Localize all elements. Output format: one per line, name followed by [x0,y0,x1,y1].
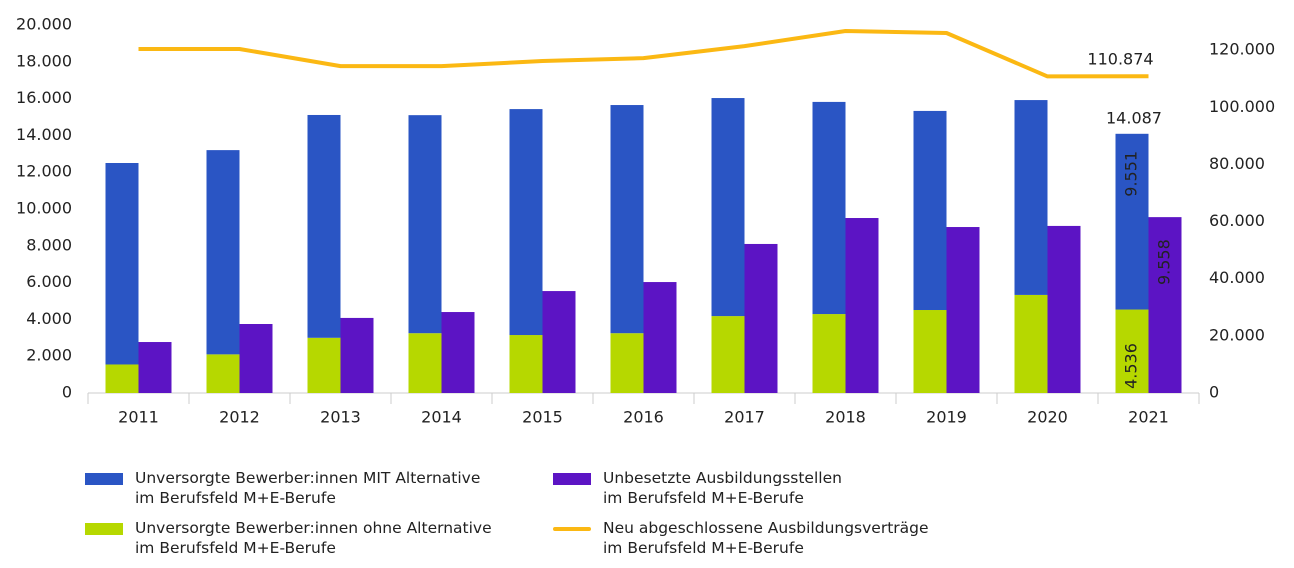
x-tick-label: 2015 [522,408,563,427]
y2-tick-label: 80.000 [1209,154,1265,173]
bar [307,337,341,393]
bar [239,324,273,393]
bar [1014,100,1048,295]
bar [845,218,879,393]
bar [1148,217,1182,393]
bar [744,243,778,393]
annotation: 14.087 [1106,108,1162,127]
bar [1115,309,1149,393]
value-label: 110.874 [1087,50,1153,69]
legend-label: Unversorgte Bewerber:innen MIT Alternati… [135,469,481,507]
y2-tick-label: 60.000 [1209,211,1265,230]
y-tick-label: 6.000 [26,272,72,291]
y-tick-label: 18.000 [16,51,72,70]
legend-label: Neu abgeschlossene Ausbildungsverträge i… [603,519,929,557]
bar [643,282,677,393]
bar [913,310,947,393]
legend-item: Neu abgeschlossene Ausbildungsverträge i… [553,518,953,558]
y-tick-label: 14.000 [16,125,72,144]
bar [1047,225,1081,393]
bar [441,312,475,393]
x-tick-label: 2019 [926,408,967,427]
bar [408,333,442,393]
x-tick-label: 2020 [1027,408,1068,427]
y2-tick-label: 40.000 [1209,268,1265,287]
bar [946,227,980,393]
value-label: 9.551 [1122,151,1141,197]
bar [105,163,139,365]
y-tick-label: 16.000 [16,88,72,107]
value-label: 4.536 [1122,343,1141,389]
x-tick-label: 2016 [623,408,664,427]
value-label: 9.558 [1155,239,1174,285]
legend-label: Unversorgte Bewerber:innen ohne Alternat… [135,519,492,557]
bar [307,114,341,338]
legend-swatch [85,473,123,485]
bar [711,316,745,393]
y-tick-label: 4.000 [26,309,72,328]
bar [408,115,442,334]
bar [206,150,240,355]
legend-item: Unversorgte Bewerber:innen ohne Alternat… [85,518,553,558]
bar [1014,294,1048,393]
legend-swatch [553,527,591,531]
legend-swatch [553,473,591,485]
bar [138,342,172,393]
legend: Unversorgte Bewerber:innen MIT Alternati… [85,468,953,558]
y2-tick-label: 20.000 [1209,325,1265,344]
chart: 0 2.000 4.000 6.000 8.000 10.000 12.000 14.000 1… [16,15,1275,427]
bar [542,291,576,393]
bar [105,364,139,393]
bar [610,105,644,334]
legend-item: Unversorgte Bewerber:innen MIT Alternati… [85,468,553,508]
bar [509,109,543,336]
legend-swatch [85,523,123,535]
bar [206,354,240,393]
y-tick-label: 2.000 [26,346,72,365]
y-tick-label: 10.000 [16,199,72,218]
x-tick-label: 2011 [118,408,159,427]
y2-tick-label: 120.000 [1209,40,1275,59]
x-tick-label: 2013 [320,408,361,427]
y-tick-label: 8.000 [26,235,72,254]
bar [711,98,745,317]
y2-tick-label: 0 [1209,383,1219,402]
bar [340,317,374,393]
y-tick-label: 0 [62,383,72,402]
x-tick-label: 2012 [219,408,260,427]
legend-item: Unbesetzte Ausbildungsstellen im Berufsf… [553,468,953,508]
bar [1115,133,1149,310]
bar [913,110,947,311]
y-tick-label: 12.000 [16,162,72,181]
bar [812,101,846,315]
legend-label: Unbesetzte Ausbildungsstellen im Berufsf… [603,469,842,507]
y-tick-label: 20.000 [16,15,72,34]
x-tick-label: 2014 [421,408,462,427]
x-tick-label: 2017 [724,408,765,427]
line [138,29,1149,79]
x-tick-label: 2018 [825,408,866,427]
bar [812,314,846,393]
bar [610,333,644,393]
x-tick-label: 2021 [1128,408,1169,427]
bar [509,335,543,393]
y2-tick-label: 100.000 [1209,97,1275,116]
